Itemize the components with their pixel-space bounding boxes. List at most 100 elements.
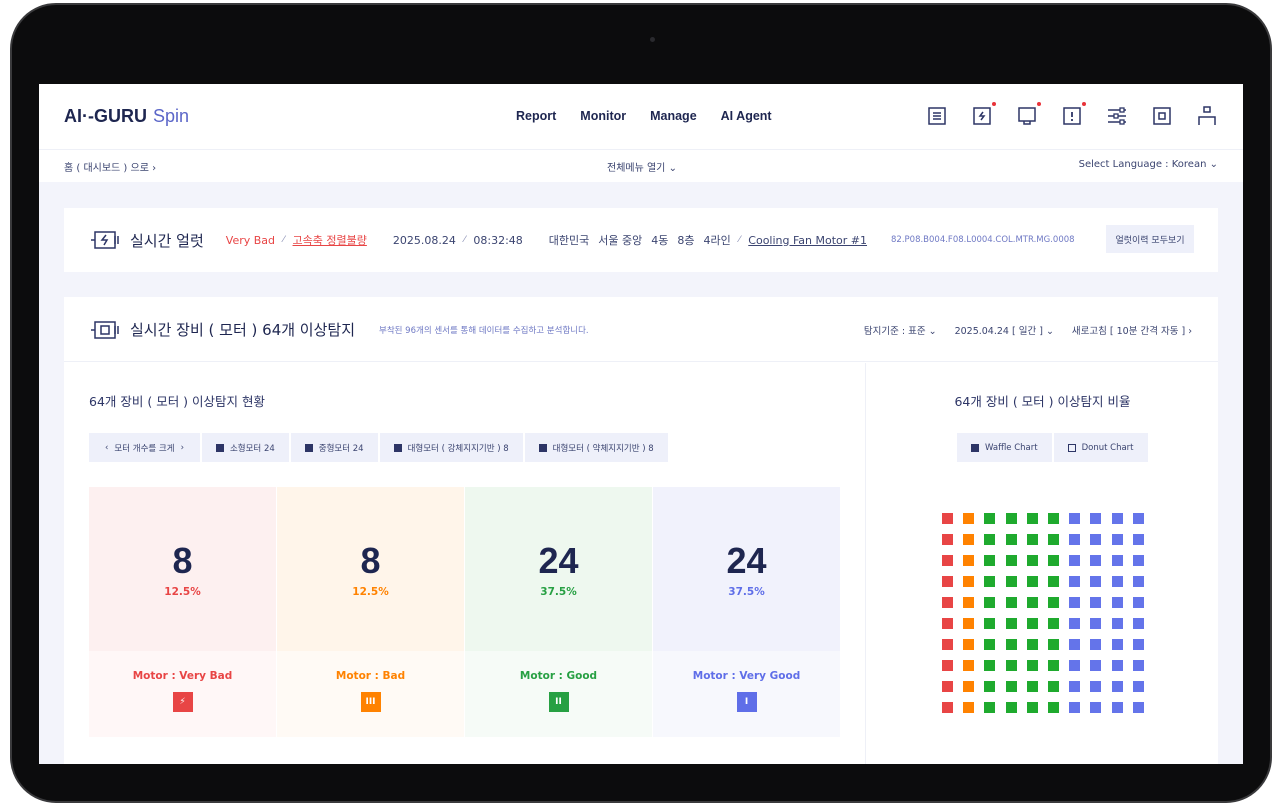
waffle-cell [1026,618,1038,629]
motor-tab-1[interactable]: 소형모터 24 [201,433,289,462]
nav-report[interactable]: Report [516,109,557,123]
waffle-cell [1047,639,1059,650]
user-button[interactable] [1197,106,1217,126]
waffle-cell [942,618,953,629]
waffle-cell [1005,597,1017,608]
language-select[interactable]: Select Language : Korean ⌄ [1079,159,1218,170]
section-options: 탐지기준 : 표준 ⌄ 2025.04.24 [ 일간 ] ⌄ 새로고침 [ 10분… [864,323,1192,337]
chart-type-tabs: Waffle Chart Donut Chart [957,433,1148,462]
waffle-cell [1047,534,1059,545]
waffle-cell [1090,618,1102,629]
waffle-cell [1047,660,1059,671]
alert-location: 대한민국 서울 중앙 4동 8층 4라인 [549,232,731,248]
waffle-cell [1069,555,1081,566]
status-card-bottom: Motor : Very Bad ⚡ [89,652,276,738]
waffle-cell [1005,660,1017,671]
report-list-icon [928,107,946,125]
status-card[interactable]: 8 12.5% Motor : Bad III [277,487,465,737]
unselected-square-icon [1067,443,1076,452]
waffle-cell [1090,597,1102,608]
waffle-cell [1111,618,1123,629]
camera [650,37,655,42]
waffle-cell [942,639,953,650]
waffle-cell [1069,681,1081,692]
alert-issue-link[interactable]: 고속축 정렬불량 [292,234,367,247]
nav-manage[interactable]: Manage [650,109,697,123]
waffle-cell [1090,702,1102,713]
waffle-cell [1026,681,1038,692]
section-option-1[interactable]: 2025.04.24 [ 일간 ] ⌄ [955,323,1054,337]
waffle-cell [942,597,953,608]
waffle-cell [1090,639,1102,650]
option-label: 2025.04.24 [ 일간 ] [954,326,1043,337]
waffle-cell [1090,681,1102,692]
monitor-button[interactable] [1017,102,1041,126]
waffle-cell [1090,513,1102,524]
motor-tab-3[interactable]: 대형모터 ( 강체지지기반 ) 8 [379,433,523,462]
option-label: 새로고침 [ 10분 간격 자동 ] [1071,326,1186,337]
status-percent: 12.5% [164,586,201,598]
waffle-cell [984,702,996,713]
chevron-right-icon: › [152,163,157,174]
waffle-cell [1026,597,1038,608]
view-all-alert-history-button[interactable]: 얼럿이력 모두보기 [1106,225,1194,253]
anomaly-detection-card: 실시간 장비 ( 모터 ) 64개 이상탐지 부착된 96개의 센서를 통해 데… [64,297,1218,764]
report-list-button[interactable] [927,106,947,126]
motor-tab-0[interactable]: ‹ 모터 개수를 크게 › [89,433,200,462]
section-option-0[interactable]: 탐지기준 : 표준 ⌄ [864,323,937,337]
notification-dot [992,102,996,106]
status-card[interactable]: 24 37.5% Motor : Very Good I [653,487,841,737]
waffle-cell [1026,660,1038,671]
motor-tab-4[interactable]: 대형모터 ( 약체지지기반 ) 8 [524,433,668,462]
waffle-cell [942,513,953,524]
device-button[interactable] [1152,106,1172,126]
tab-label: 대형모터 ( 약체지지기반 ) 8 [552,443,654,454]
waffle-cell [1069,660,1081,671]
waffle-cell [1069,513,1081,524]
status-badge-icon: II [548,692,569,712]
waffle-cell [1090,555,1102,566]
waffle-cell [1069,702,1081,713]
realtime-alert-card: 실시간 얼럿 Very Bad ⁄ 고속축 정렬불량 2025.08.24 ⁄ 08… [64,208,1218,272]
full-menu-toggle[interactable]: 전체메뉴 열기 ⌄ [607,159,677,174]
waffle-cell [1026,534,1038,545]
status-count: 24 [726,540,767,581]
section-option-2[interactable]: 새로고침 [ 10분 간격 자동 ] › [1072,323,1192,337]
waffle-cell [1047,555,1059,566]
waffle-cell [1111,639,1123,650]
waffle-cell [963,618,975,629]
status-card[interactable]: 8 12.5% Motor : Very Bad ⚡ [89,487,277,737]
waffle-cell [1005,555,1017,566]
alert-device-link[interactable]: Cooling Fan Motor #1 [748,233,868,247]
waffle-cell [1005,534,1017,545]
waffle-cell [963,555,975,566]
waffle-cell [1026,639,1038,650]
waffle-cell [1111,513,1123,524]
motor-tab-2[interactable]: 중형모터 24 [290,433,378,462]
alert-bolt-button[interactable] [972,102,996,126]
status-card-top: 24 37.5% [465,487,652,651]
waffle-cell [1132,618,1144,629]
waffle-cell [942,702,953,713]
chart-tab-waffle-chart[interactable]: Waffle Chart [957,433,1052,462]
settings-sliders-button[interactable] [1107,106,1127,126]
waffle-cell [1069,534,1081,545]
location-part: 4라인 [703,234,731,247]
waffle-cell [984,597,996,608]
nav-monitor[interactable]: Monitor [580,109,627,123]
alert-motor-icon [91,231,119,249]
waffle-cell [1026,555,1038,566]
warning-button[interactable] [1062,102,1086,126]
waffle-cell [1132,513,1144,524]
chart-tab-donut-chart[interactable]: Donut Chart [1053,433,1148,462]
logo[interactable]: AI·-GURU Spin [64,106,189,127]
waffle-cell [1069,618,1081,629]
waffle-cell [1047,513,1059,524]
user-icon [1198,106,1216,125]
waffle-cell [1132,597,1144,608]
waffle-cell [1111,555,1123,566]
breadcrumb-home[interactable]: 홈 ( 대시보드 ) 으로 › [64,159,156,174]
nav-ai-agent[interactable]: AI Agent [720,109,772,123]
device-icon [1153,107,1171,125]
status-card[interactable]: 24 37.5% Motor : Good II [465,487,653,737]
